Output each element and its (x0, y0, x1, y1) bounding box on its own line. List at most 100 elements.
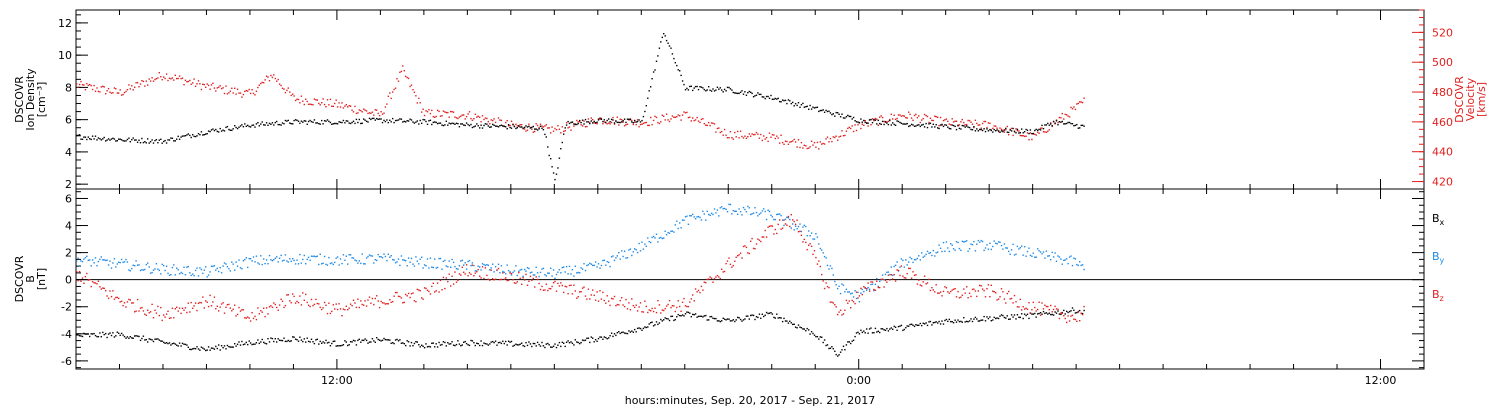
by-point (1010, 249, 1013, 251)
by-point (458, 265, 461, 267)
ion-density-point (299, 122, 301, 124)
bz-point (592, 289, 594, 291)
ion-density-point (613, 122, 616, 124)
bx-point (1003, 316, 1006, 319)
by-point (423, 264, 426, 266)
bz-point (489, 279, 491, 281)
velocity-point (855, 129, 858, 132)
bz-point (284, 304, 287, 307)
bz-point (677, 300, 679, 302)
ion-density-point (835, 111, 837, 114)
ion-density-point (639, 121, 642, 123)
velocity-point (335, 99, 337, 101)
by-point (952, 248, 955, 250)
by-point (926, 250, 929, 253)
ion-density-point (709, 89, 711, 91)
velocity-point (97, 90, 100, 93)
ion-density-point (106, 139, 108, 141)
by-point (265, 259, 268, 261)
bz-point (344, 309, 346, 311)
velocity-point (1045, 131, 1048, 133)
bz-point (1071, 314, 1074, 317)
by-point (873, 289, 875, 292)
by-point (694, 218, 697, 220)
bz-point (276, 306, 278, 309)
velocity-point (429, 112, 432, 115)
bx-point (664, 317, 666, 319)
ion-density-point (825, 109, 827, 112)
bz-point (370, 302, 372, 304)
bz-point (83, 282, 85, 284)
ion-density-point (444, 124, 446, 126)
by-point (107, 264, 110, 266)
velocity-point (249, 92, 252, 95)
ion-density-point (510, 127, 513, 129)
bx-point (1016, 314, 1019, 316)
velocity-point (292, 93, 294, 95)
velocity-point (799, 146, 801, 149)
bx-point (328, 341, 330, 344)
bz-point (938, 292, 940, 294)
by-point (310, 255, 313, 257)
ion-density-point (400, 118, 403, 120)
velocity-point (252, 92, 255, 95)
bz-point (473, 275, 475, 277)
velocity-point (881, 116, 884, 119)
velocity-point (290, 94, 292, 97)
bx-point (809, 333, 811, 335)
velocity-point (912, 119, 914, 121)
velocity-point (1064, 113, 1066, 116)
by-point (492, 263, 494, 265)
by-point (200, 268, 203, 271)
bz-point (422, 298, 424, 300)
velocity-point (289, 91, 291, 93)
bx-point (247, 343, 249, 346)
by-point (541, 268, 543, 270)
bx-point (1057, 310, 1059, 312)
bz-point (1076, 320, 1078, 322)
bx-point (903, 328, 905, 331)
velocity-point (1050, 122, 1052, 124)
ion-density-point (854, 120, 856, 122)
bx-point (1061, 311, 1063, 314)
bx-point (419, 346, 421, 348)
by-point (828, 268, 830, 270)
velocity-point (787, 143, 790, 145)
velocity-point (751, 133, 753, 135)
bz-point (107, 297, 110, 299)
bx-point (77, 334, 79, 336)
velocity-point (941, 124, 943, 126)
by-point (450, 266, 452, 268)
bx-point (1070, 310, 1072, 312)
by-point (425, 265, 427, 267)
ion-density-point (784, 99, 787, 102)
by-point (122, 261, 124, 264)
by-point (673, 231, 675, 233)
bz-point (363, 304, 365, 306)
bx-point (790, 322, 792, 324)
by-point (116, 263, 118, 265)
bx-point (444, 341, 446, 344)
by-point (463, 264, 465, 266)
bz-point (139, 307, 142, 309)
by-point (529, 272, 532, 274)
ion-density-point (1035, 128, 1037, 131)
field-axis-tick-label: -6 (61, 355, 72, 368)
bx-point (990, 320, 992, 322)
velocity-point (329, 98, 332, 101)
bz-point (513, 282, 516, 284)
bx-point (261, 338, 263, 341)
bz-point (748, 252, 750, 255)
bx-point (1005, 317, 1007, 319)
bx-point (732, 319, 734, 321)
velocity-point (248, 88, 250, 91)
bz-point (151, 303, 153, 306)
velocity-point (754, 133, 756, 136)
bz-point (447, 280, 449, 283)
bz-point (200, 302, 203, 304)
bz-point (899, 274, 901, 277)
bx-point (1066, 310, 1068, 313)
ion-density-point (650, 86, 652, 88)
bz-point (373, 303, 375, 306)
ion-density-point (463, 124, 465, 126)
